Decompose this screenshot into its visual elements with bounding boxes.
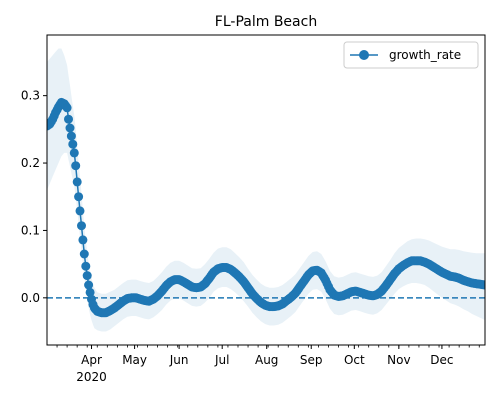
x-tick-label: May (122, 353, 147, 367)
data-point (84, 280, 94, 290)
y-tick-label: 0.1 (21, 223, 40, 237)
legend-box (343, 41, 479, 69)
y-axis: 0.0 0.1 0.2 0.3 (21, 89, 47, 305)
x-tick-label: Aug (255, 353, 278, 367)
data-point (72, 177, 82, 187)
x-tick-label: Sep (300, 353, 323, 367)
series-marker-layer (47, 97, 485, 318)
data-point (62, 103, 72, 113)
data-point (77, 221, 86, 231)
data-point (69, 148, 79, 158)
y-tick-label: 0.0 (21, 291, 40, 305)
legend-label-growth-rate: growth_rate (389, 48, 461, 62)
x-axis: Apr 2020 May Jun Jul Aug Sep Oct Nov Dec (56, 345, 480, 384)
data-point (66, 131, 76, 141)
data-point (78, 235, 88, 245)
y-tick-label: 0.3 (21, 89, 40, 103)
data-point (64, 114, 73, 124)
x-tick-label: Jun (169, 353, 189, 367)
data-point (79, 249, 89, 259)
data-point (65, 123, 75, 133)
x-tick-label: Nov (387, 353, 410, 367)
x-tick-label: Jul (214, 353, 229, 367)
data-point (74, 192, 84, 202)
plot-area-frame (46, 34, 486, 346)
chart-title: FL-Palm Beach (215, 14, 317, 30)
x-tick-label: Apr (81, 353, 102, 367)
data-point (81, 261, 91, 271)
data-point (480, 280, 485, 290)
data-point (75, 206, 85, 216)
legend: growth_rate (343, 41, 479, 69)
x-tick-label: Dec (430, 353, 453, 367)
data-point (71, 161, 81, 171)
x-tick-label: Oct (344, 353, 365, 367)
data-point (68, 139, 78, 149)
legend-marker-swatch (359, 50, 369, 60)
y-tick-label: 0.2 (21, 156, 40, 170)
x-tick-year-label: 2020 (76, 370, 107, 384)
data-point (82, 271, 92, 281)
data-point (85, 287, 95, 297)
